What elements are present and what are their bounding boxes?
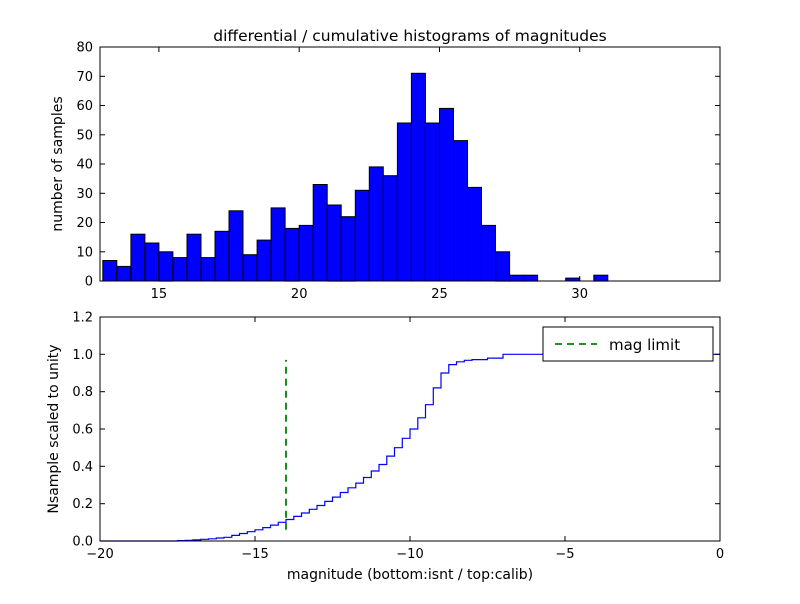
y-tick-label: 50: [76, 128, 93, 143]
histogram-bar: [312, 184, 328, 282]
cumulative-step-line: [100, 353, 720, 542]
histogram-bar: [439, 107, 454, 282]
histogram-bar: [186, 233, 202, 282]
histogram-bar: [172, 257, 188, 282]
y-tick-label: 30: [76, 187, 93, 202]
bottom-y-axis-label: Nsample scaled to unity: [46, 344, 62, 513]
histogram-bar: [284, 227, 300, 282]
y-tick-label: 40: [76, 158, 93, 173]
histogram-bar: [228, 210, 244, 282]
histogram-bar: [270, 207, 286, 282]
y-tick-label: 80: [76, 41, 93, 56]
bottom-x-axis-label: magnitude (bottom:isnt / top:calib): [287, 567, 533, 583]
x-tick-label: −15: [241, 547, 268, 562]
histogram-bar: [396, 122, 412, 282]
x-tick-label: 30: [571, 287, 588, 302]
y-tick-label: 1.0: [72, 348, 93, 363]
x-tick-label: −10: [396, 547, 423, 562]
histogram-bar: [467, 186, 482, 282]
plot-frame: [99, 316, 721, 542]
histogram-bar: [200, 257, 216, 282]
histogram-bar: [593, 274, 609, 282]
y-tick-label: 0.6: [72, 423, 93, 438]
y-tick-label: 70: [76, 70, 93, 85]
histogram-bar: [256, 239, 272, 282]
histogram-bar: [410, 72, 426, 282]
chart-title: differential / cumulative histograms of …: [213, 27, 606, 45]
histogram-bar: [340, 216, 356, 282]
y-tick-label: 10: [76, 245, 93, 260]
legend: mag limit: [542, 326, 714, 362]
histogram-bar: [453, 140, 468, 282]
x-tick-label: −20: [86, 547, 113, 562]
y-tick-label: 20: [76, 216, 93, 231]
bottom-cumulative-plot: −20 −15 −10 −5 0 0.0 0.2 0.4 0.6 0.8 1.0 1.2: [72, 311, 724, 563]
histogram-bar: [424, 122, 440, 282]
histogram-bar: [523, 274, 539, 282]
x-tick-label: 15: [151, 287, 168, 302]
histogram-bar: [326, 204, 342, 282]
y-tick-label: 0.8: [72, 385, 93, 400]
x-tick-label: 0: [716, 547, 724, 562]
y-tick-label: 0.0: [72, 535, 93, 550]
y-tick-label: 0: [85, 275, 93, 290]
histogram-bar: [481, 224, 496, 282]
histogram-bar: [368, 166, 384, 282]
histogram-bar: [116, 265, 132, 282]
plot-frame: [99, 46, 721, 282]
histogram-bar: [144, 242, 160, 282]
x-tick-label: 20: [291, 287, 308, 302]
histogram-bar: [102, 260, 118, 282]
legend-label: mag limit: [609, 336, 680, 354]
histogram-bar: [158, 251, 174, 282]
top-y-axis-label: number of samples: [50, 96, 66, 231]
top-histogram-plot: 15 20 25 30 0 10 20 30 40 50 60 70 80: [76, 41, 721, 302]
histogram-bar: [242, 254, 258, 282]
x-tick-label: 25: [431, 287, 448, 302]
histogram-bar: [509, 274, 525, 282]
histogram-bar: [298, 224, 314, 282]
x-tick-label: −5: [555, 547, 574, 562]
histogram-bar: [214, 230, 230, 282]
y-tick-label: 1.2: [72, 311, 93, 326]
histogram-bar: [354, 189, 370, 282]
y-tick-label: 60: [76, 99, 93, 114]
histogram-bar: [382, 175, 398, 282]
y-tick-label: 0.2: [72, 497, 93, 512]
histogram-bar: [495, 251, 511, 282]
histogram-bar: [130, 233, 146, 282]
y-tick-label: 0.4: [72, 460, 93, 475]
